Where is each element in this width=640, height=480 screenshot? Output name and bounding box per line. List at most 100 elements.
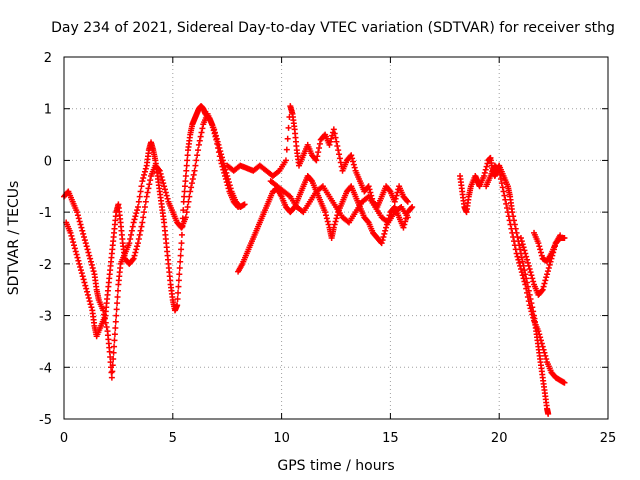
data-point <box>155 166 162 173</box>
data-point <box>499 184 506 191</box>
data-point <box>525 298 532 305</box>
data-point <box>327 138 334 145</box>
data-point <box>190 171 197 178</box>
data-point <box>85 294 92 301</box>
data-point <box>336 155 343 162</box>
data-point <box>78 224 85 231</box>
data-point <box>542 352 549 359</box>
data-point <box>89 264 96 271</box>
data-point <box>517 235 524 241</box>
data-point <box>510 233 517 240</box>
data-point <box>197 133 204 140</box>
data-point <box>140 175 147 182</box>
data-point <box>175 283 182 290</box>
data-point <box>501 192 508 199</box>
data-point <box>90 268 97 275</box>
data-point <box>191 167 198 174</box>
data-point <box>525 262 532 269</box>
data-point <box>509 229 516 236</box>
data-point <box>506 217 513 224</box>
data-point <box>282 157 289 164</box>
data-point <box>539 343 546 350</box>
x-tick-label: 15 <box>382 431 399 446</box>
data-point <box>218 160 225 167</box>
data-point <box>67 229 74 236</box>
data-point <box>480 172 487 179</box>
data-point <box>379 237 386 244</box>
data-point <box>350 161 357 168</box>
data-point <box>367 189 374 196</box>
data-point <box>132 213 139 220</box>
data-point <box>540 346 547 353</box>
data-point <box>537 334 544 341</box>
data-point <box>83 243 90 250</box>
data-point <box>545 410 552 417</box>
data-point <box>146 181 153 188</box>
data-point <box>87 258 94 265</box>
data-point <box>175 289 182 296</box>
data-point <box>544 268 551 275</box>
data-point <box>537 337 544 344</box>
data-point <box>79 227 86 234</box>
data-point <box>181 188 188 195</box>
data-point <box>214 140 221 147</box>
data-point <box>540 283 547 290</box>
data-point <box>176 264 183 271</box>
data-point <box>87 255 94 262</box>
chart-title: Day 234 of 2021, Sidereal Day-to-day VTE… <box>51 20 615 36</box>
data-point <box>139 219 146 226</box>
data-point <box>112 318 119 325</box>
data-point <box>161 186 168 193</box>
data-point <box>285 124 292 131</box>
data-point <box>386 187 393 194</box>
data-point <box>224 182 231 189</box>
data-point <box>114 287 121 294</box>
data-point <box>181 193 188 200</box>
y-tick-label: 0 <box>44 154 52 169</box>
data-point <box>136 231 143 238</box>
data-point <box>335 147 342 154</box>
data-point <box>181 183 188 190</box>
data-point <box>382 227 389 234</box>
data-point <box>111 331 118 338</box>
data-point <box>110 356 117 363</box>
data-point <box>164 195 171 202</box>
data-point <box>522 281 529 288</box>
data-point <box>524 256 531 263</box>
data-point <box>518 269 525 276</box>
data-point <box>135 198 142 205</box>
data-point <box>519 272 526 279</box>
data-point <box>527 305 534 312</box>
data-point <box>77 267 84 274</box>
data-point <box>400 224 407 231</box>
data-point <box>182 172 189 179</box>
data-point <box>366 186 373 193</box>
y-tick-label: -1 <box>39 206 52 221</box>
data-point <box>143 193 150 200</box>
data-point <box>84 288 91 295</box>
data-point <box>213 136 220 143</box>
data-point <box>112 324 119 331</box>
data-point <box>332 134 339 141</box>
data-point <box>220 166 227 173</box>
data-point <box>127 236 134 243</box>
data-point <box>69 236 76 243</box>
data-point <box>103 323 110 330</box>
data-point <box>193 157 200 164</box>
data-point <box>141 171 148 178</box>
data-point <box>141 168 148 175</box>
data-point <box>538 287 545 294</box>
data-point <box>71 242 78 249</box>
data-point <box>185 198 192 205</box>
data-point <box>194 152 201 159</box>
data-point <box>561 379 568 386</box>
data-point <box>217 157 224 164</box>
data-point <box>216 153 223 160</box>
data-point <box>134 207 141 214</box>
data-point <box>78 270 85 277</box>
data-point <box>404 198 411 205</box>
data-point <box>130 219 137 226</box>
data-point <box>129 223 136 230</box>
data-point <box>511 242 518 249</box>
data-point <box>163 192 170 199</box>
